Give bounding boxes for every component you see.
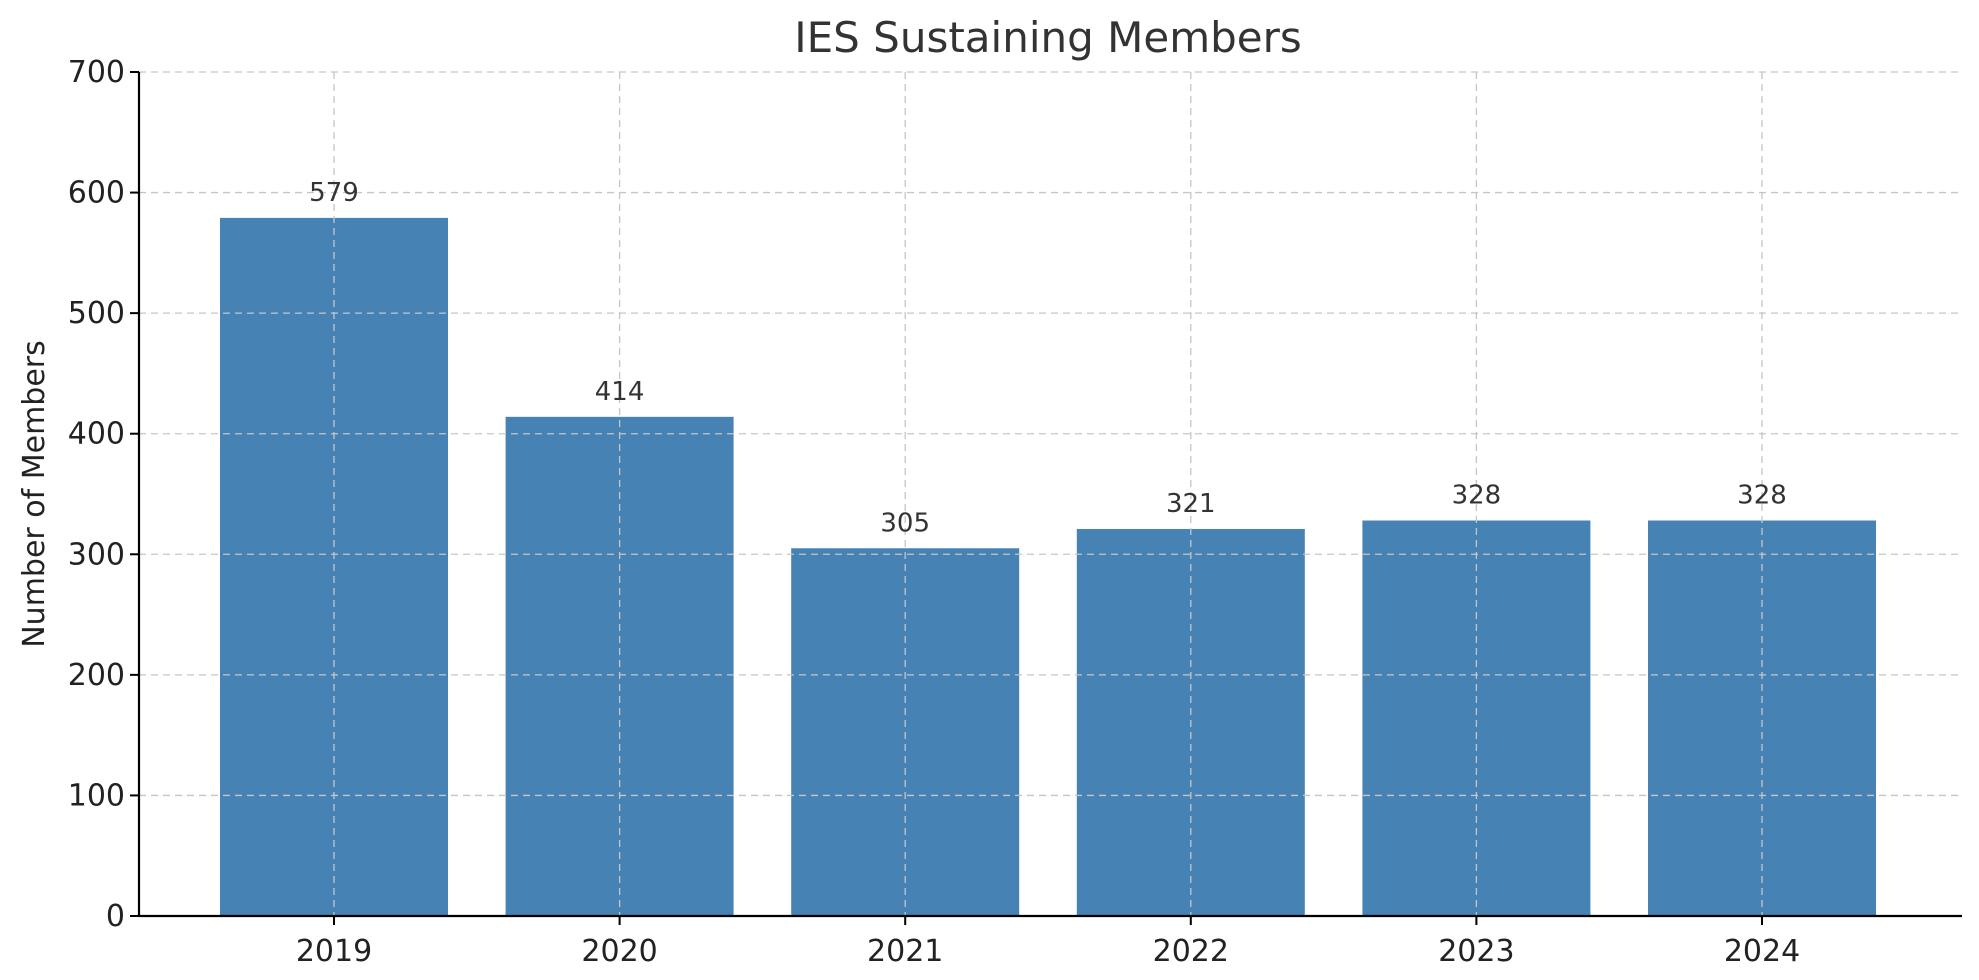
x-tick-label-2019: 2019	[296, 934, 372, 969]
y-tick-label: 600	[68, 176, 125, 211]
bar-2024	[1648, 520, 1876, 916]
x-tick-label-2024: 2024	[1724, 934, 1800, 969]
x-tick-label-2022: 2022	[1153, 934, 1229, 969]
y-tick-label: 300	[68, 537, 125, 572]
data-label-2020: 414	[595, 377, 645, 407]
data-label-2022: 321	[1166, 489, 1216, 519]
bar-2023	[1362, 520, 1591, 916]
axes: 0 100 200 300 400 500 600 700 2019 2020 2021 2022 20…	[68, 55, 1962, 969]
y-tick-label: 200	[68, 658, 125, 693]
data-labels: 579 414 305 321 328 328	[309, 178, 1787, 538]
y-tick-label: 700	[68, 55, 125, 90]
data-label-2019: 579	[309, 178, 359, 208]
y-tick-label: 100	[68, 778, 125, 813]
x-tick-label-2020: 2020	[581, 934, 657, 969]
data-label-2021: 305	[880, 508, 930, 538]
chart-title: IES Sustaining Members	[794, 13, 1302, 62]
bars	[220, 217, 1876, 917]
x-tick-label-2021: 2021	[867, 934, 943, 969]
y-tick-label: 500	[68, 296, 125, 331]
y-tick-label: 400	[68, 417, 125, 452]
x-tick-label-2023: 2023	[1438, 934, 1514, 969]
data-label-2024: 328	[1737, 481, 1787, 511]
data-label-2023: 328	[1452, 481, 1502, 511]
y-axis-label: Number of Members	[17, 340, 52, 648]
grid-lines	[139, 71, 1962, 916]
y-tick-label: 0	[106, 899, 125, 934]
